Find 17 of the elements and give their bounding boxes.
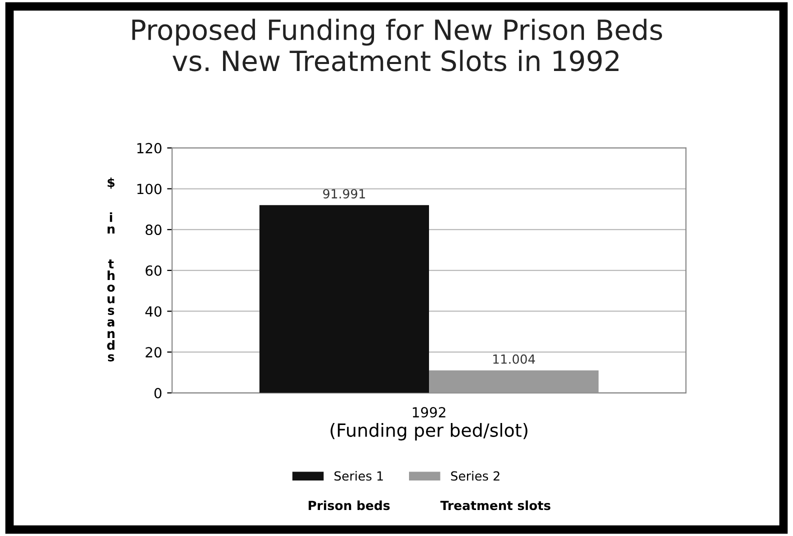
y-tick-label: 100 — [137, 184, 162, 194]
text: Prison beds — [308, 500, 390, 510]
text: Treatment slots — [440, 500, 550, 510]
y-tick-label: 40 — [145, 306, 162, 317]
text: $ in thousands — [107, 177, 115, 362]
x-axis-title: (Funding per bed/slot) — [330, 422, 528, 440]
legend-label: Series 1 — [334, 470, 383, 481]
y-tick-label: 120 — [137, 142, 162, 154]
y-tick-label: 20 — [146, 347, 162, 358]
legend-label: Series 2 — [451, 470, 500, 481]
y-tick-label: 60 — [146, 265, 162, 276]
data-label: 11.004 — [493, 354, 535, 364]
y-tick-label: 80 — [146, 224, 162, 236]
x-tick-label: 1992 — [412, 407, 446, 418]
y-tick-label: 0 — [154, 388, 162, 398]
data-label: 91.991 — [323, 189, 365, 199]
chart-title: Proposed Funding for New Prison Beds vs. New Treatment Slots in 1992 — [132, 18, 662, 72]
